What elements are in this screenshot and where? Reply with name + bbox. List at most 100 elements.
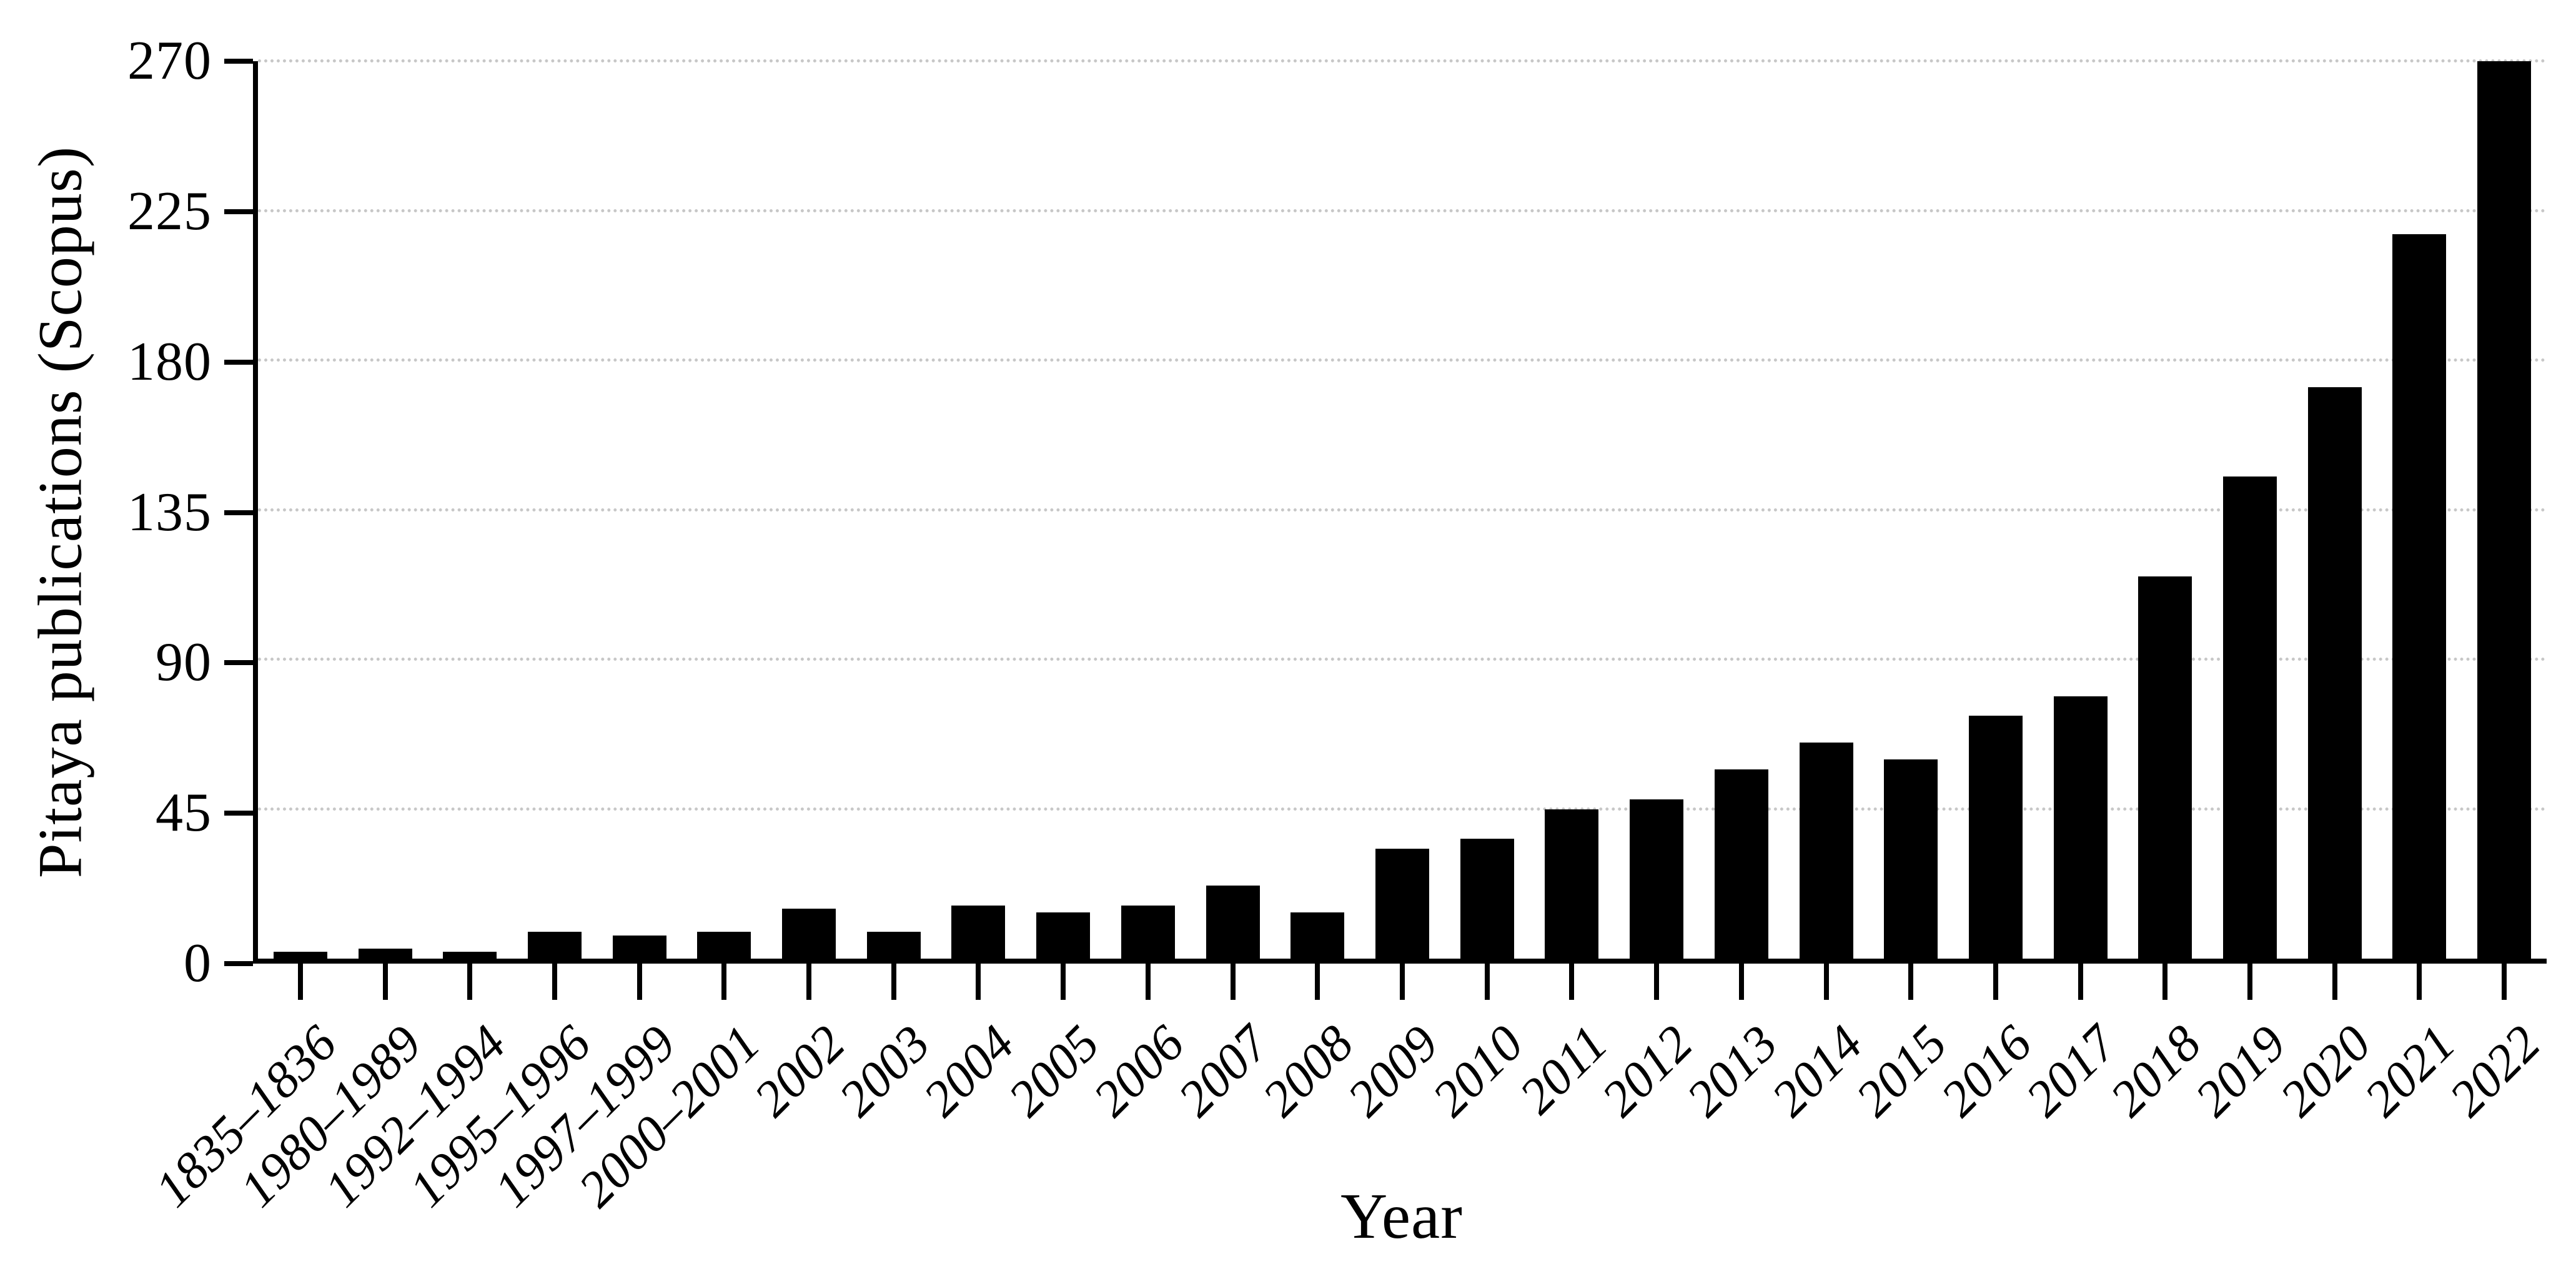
x-tick-mark-2007 [1230, 964, 1236, 1000]
bar-1835–1836 [273, 952, 327, 959]
y-tick-mark-180 [224, 359, 253, 365]
x-axis-ticks [258, 964, 2547, 1007]
y-tick-mark-135 [224, 510, 253, 515]
gridlines-layer [258, 59, 2547, 959]
x-tick-mark-2013 [1738, 964, 1744, 1000]
y-tick-mark-0 [224, 961, 253, 966]
x-tick-label-2013: 2013 [1675, 1014, 1788, 1127]
y-tick-label-270: 270 [127, 31, 212, 91]
x-tick-mark-2004 [976, 964, 981, 1000]
x-tick-mark-2022 [2502, 964, 2507, 1000]
bar-2012 [1630, 799, 1684, 959]
x-tick-mark-1997–1999 [637, 964, 642, 1000]
bar-2004 [951, 905, 1006, 959]
bar-2008 [1290, 912, 1345, 959]
gridline-135 [258, 508, 2547, 511]
x-tick-label-2002: 2002 [743, 1014, 856, 1127]
x-tick-mark-1980–1989 [382, 964, 388, 1000]
bar-1995–1996 [527, 932, 582, 959]
x-tick-label-2006: 2006 [1082, 1014, 1195, 1127]
x-tick-mark-2005 [1061, 964, 1066, 1000]
bar-1992–1994 [443, 952, 497, 959]
x-tick-label-2019: 2019 [2184, 1014, 2297, 1127]
x-tick-mark-2006 [1145, 964, 1151, 1000]
y-axis-ticks: 0 45 90 135 180 225 270 [0, 34, 253, 991]
y-tick-mark-270 [224, 59, 253, 64]
x-tick-label-2004: 2004 [912, 1014, 1026, 1127]
bar-2007 [1206, 885, 1260, 959]
y-tick-mark-45 [224, 811, 253, 816]
x-tick-mark-2014 [1823, 964, 1829, 1000]
y-tick-label-0: 0 [184, 933, 212, 994]
x-tick-mark-2021 [2417, 964, 2422, 1000]
y-tick-label-45: 45 [156, 783, 212, 844]
bar-2019 [2223, 477, 2277, 959]
bar-2022 [2477, 61, 2532, 959]
x-tick-label-2011: 2011 [1508, 1014, 1619, 1125]
y-tick-label-90: 90 [156, 632, 212, 693]
bar-2002 [782, 909, 836, 959]
bar-2018 [2138, 576, 2192, 959]
bars-layer [258, 61, 2547, 959]
gridline-225 [258, 209, 2547, 212]
gridline-270 [258, 59, 2547, 62]
bar-2005 [1036, 912, 1091, 959]
x-axis-title: Year [1340, 1180, 1463, 1252]
x-tick-label-2008: 2008 [1251, 1014, 1365, 1127]
gridline-180 [258, 358, 2547, 362]
x-tick-mark-2009 [1400, 964, 1405, 1000]
gridline-45 [258, 807, 2547, 811]
x-tick-label-2021: 2021 [2353, 1014, 2467, 1127]
bar-2000–2001 [697, 932, 751, 959]
plot-area [253, 59, 2547, 964]
bar-1980–1989 [358, 949, 412, 959]
x-tick-mark-2017 [2078, 964, 2083, 1000]
x-tick-label-2017: 2017 [2014, 1014, 2128, 1127]
x-tick-label-2005: 2005 [997, 1014, 1110, 1127]
x-tick-label-2012: 2012 [1590, 1014, 1703, 1127]
x-tick-mark-2012 [1654, 964, 1660, 1000]
x-tick-label-2014: 2014 [1760, 1014, 1873, 1127]
x-tick-label-2007: 2007 [1167, 1014, 1280, 1127]
x-tick-mark-2008 [1315, 964, 1320, 1000]
x-tick-label-2010: 2010 [1421, 1014, 1534, 1127]
bar-2017 [2053, 696, 2108, 959]
bar-2015 [1884, 759, 1938, 959]
x-tick-label-2020: 2020 [2269, 1014, 2382, 1127]
y-tick-label-180: 180 [127, 331, 212, 392]
bar-2011 [1545, 809, 1599, 959]
x-tick-mark-1835–1836 [297, 964, 303, 1000]
y-tick-mark-90 [224, 660, 253, 666]
x-tick-label-2009: 2009 [1336, 1014, 1449, 1127]
x-tick-mark-2003 [891, 964, 896, 1000]
bar-2003 [866, 932, 921, 959]
bar-2020 [2307, 387, 2362, 959]
x-tick-mark-2010 [1484, 964, 1490, 1000]
bar-2021 [2392, 234, 2447, 959]
x-tick-label-2022: 2022 [2438, 1014, 2551, 1127]
y-tick-label-225: 225 [127, 180, 212, 242]
x-tick-label-2003: 2003 [828, 1014, 941, 1127]
x-tick-mark-2002 [806, 964, 812, 1000]
x-tick-mark-1995–1996 [552, 964, 557, 1000]
y-tick-label-135: 135 [127, 481, 212, 543]
x-tick-mark-2018 [2162, 964, 2168, 1000]
x-tick-label-2018: 2018 [2099, 1014, 2212, 1127]
x-tick-mark-2019 [2247, 964, 2253, 1000]
x-tick-mark-1992–1994 [467, 964, 473, 1000]
bar-2013 [1714, 769, 1768, 959]
bar-1997–1999 [612, 935, 666, 959]
x-tick-mark-2015 [1908, 964, 1914, 1000]
x-tick-mark-2000–2001 [721, 964, 727, 1000]
bar-2006 [1121, 905, 1175, 959]
x-tick-mark-2016 [1993, 964, 1998, 1000]
x-tick-label-2016: 2016 [1930, 1014, 2043, 1127]
bar-2016 [1968, 716, 2023, 959]
x-tick-label-2015: 2015 [1845, 1014, 1958, 1127]
x-tick-mark-2020 [2332, 964, 2337, 1000]
bar-2009 [1375, 849, 1429, 959]
gridline-90 [258, 658, 2547, 661]
bar-2010 [1460, 839, 1514, 959]
y-tick-mark-225 [224, 209, 253, 214]
